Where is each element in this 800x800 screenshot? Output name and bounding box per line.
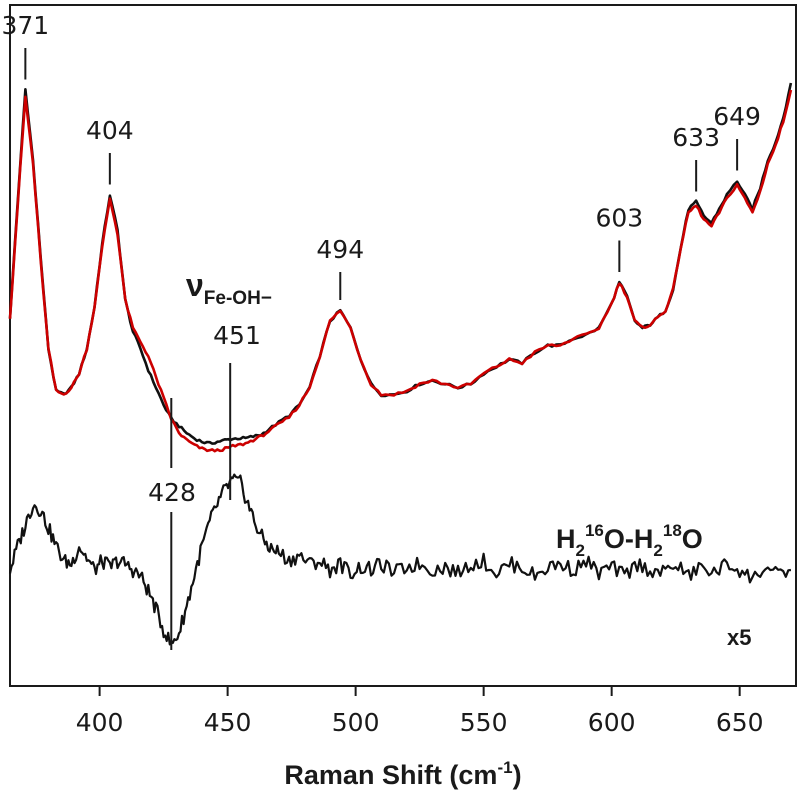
x-tick-label: 550 — [460, 708, 508, 737]
peak-label-494: 494 — [316, 235, 364, 264]
spectrum-h2-18o-line — [8, 89, 793, 453]
scale-factor-label: x5 — [727, 625, 751, 650]
peak-label-649: 649 — [713, 102, 761, 131]
x-axis-title: Raman Shift (cm-1) — [284, 758, 521, 790]
x-tick-label: 450 — [204, 708, 252, 737]
spectrum-series — [8, 82, 793, 646]
peak-label-371: 371 — [2, 11, 50, 40]
peak-label-633: 633 — [672, 123, 720, 152]
peak-label-603: 603 — [595, 204, 643, 233]
x-tick-label: 600 — [588, 708, 636, 737]
difference-spectrum-line — [8, 473, 792, 646]
nu-fe-oh-label: νFe-OH− — [186, 267, 272, 309]
peak-label-404: 404 — [86, 116, 134, 145]
peak-label-451: 451 — [213, 321, 261, 350]
x-axis-ticks: 400 450 500 550 600 650 — [76, 686, 764, 737]
x-tick-label: 650 — [716, 708, 764, 737]
x-tick-label: 400 — [76, 708, 124, 737]
x-tick-label: 500 — [332, 708, 380, 737]
plot-frame — [9, 4, 797, 687]
difference-spectrum-label: H216O-H218O — [556, 521, 703, 560]
peak-label-428: 428 — [148, 478, 196, 507]
